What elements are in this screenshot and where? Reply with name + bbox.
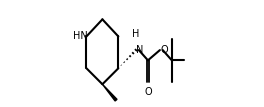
Text: H: H bbox=[132, 29, 140, 39]
Text: O: O bbox=[161, 45, 168, 54]
Polygon shape bbox=[102, 84, 117, 101]
Text: O: O bbox=[144, 87, 152, 97]
Text: N: N bbox=[136, 45, 143, 55]
Text: HN: HN bbox=[73, 31, 88, 41]
